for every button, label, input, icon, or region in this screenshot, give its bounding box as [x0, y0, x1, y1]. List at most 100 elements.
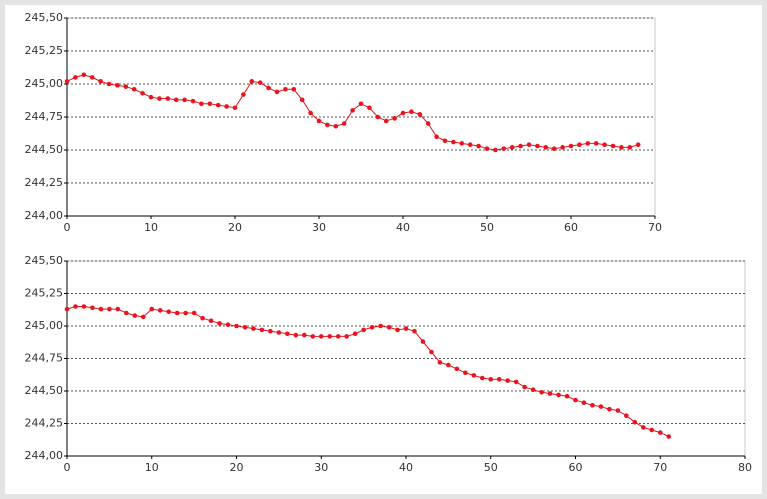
- point: [535, 143, 540, 149]
- point: [420, 339, 426, 344]
- point: [425, 121, 431, 126]
- point: [598, 404, 604, 409]
- point: [182, 97, 187, 103]
- point: [585, 141, 591, 146]
- point: [632, 419, 638, 425]
- x-tick-label: 40: [396, 221, 410, 234]
- point: [81, 72, 87, 78]
- point: [225, 322, 231, 328]
- point: [619, 145, 624, 150]
- x-tick-label: 70: [648, 221, 662, 234]
- point: [386, 325, 392, 330]
- point: [81, 304, 87, 309]
- point: [191, 310, 197, 316]
- point: [488, 377, 494, 382]
- point: [157, 96, 162, 101]
- point: [367, 105, 372, 111]
- y-tick-label: 244,00: [25, 449, 64, 462]
- point: [140, 90, 145, 96]
- point: [98, 79, 103, 84]
- point: [496, 377, 502, 382]
- point: [64, 79, 70, 84]
- point: [610, 143, 616, 149]
- point: [207, 101, 213, 107]
- point: [649, 427, 655, 433]
- point: [635, 142, 641, 148]
- point: [165, 96, 171, 101]
- point: [299, 97, 305, 103]
- x-tick-label: 50: [484, 461, 498, 474]
- point: [89, 75, 95, 80]
- point: [454, 366, 460, 372]
- x-tick-label: 0: [64, 461, 71, 474]
- point: [132, 313, 138, 318]
- point: [73, 75, 78, 80]
- point: [98, 306, 104, 312]
- point: [509, 145, 515, 150]
- point: [641, 425, 646, 430]
- point: [560, 145, 565, 150]
- point: [266, 85, 271, 91]
- point: [442, 138, 448, 144]
- point: [350, 108, 355, 113]
- y-tick-label: 244,00: [25, 209, 64, 222]
- y-tick-label: 245,00: [25, 77, 64, 90]
- point: [577, 142, 582, 148]
- point: [501, 146, 507, 151]
- point: [556, 392, 561, 398]
- point: [369, 325, 375, 330]
- point: [484, 146, 490, 151]
- point: [607, 406, 612, 412]
- point: [241, 92, 246, 97]
- point: [375, 114, 381, 120]
- point: [310, 334, 316, 339]
- point: [409, 109, 414, 115]
- point: [395, 327, 400, 333]
- point: [257, 80, 263, 85]
- point: [463, 370, 468, 376]
- point: [106, 81, 112, 87]
- point: [493, 147, 498, 153]
- point: [451, 139, 456, 145]
- point: [217, 321, 222, 326]
- y-tick-label: 245,50: [25, 254, 64, 267]
- point: [148, 94, 154, 100]
- point: [149, 306, 155, 312]
- x-tick-label: 60: [564, 221, 578, 234]
- point: [344, 334, 349, 339]
- point: [568, 143, 574, 149]
- x-tick-label: 0: [64, 221, 71, 234]
- point: [476, 143, 481, 149]
- y-tick-label: 245,25: [25, 287, 64, 300]
- point: [564, 393, 570, 399]
- point: [183, 310, 188, 316]
- point: [268, 328, 273, 334]
- point: [335, 334, 341, 339]
- point: [308, 110, 313, 116]
- point: [259, 327, 265, 333]
- point: [173, 97, 179, 103]
- point: [325, 122, 330, 128]
- point: [285, 331, 290, 337]
- point: [526, 142, 532, 148]
- y-tick-label: 244,50: [25, 384, 64, 397]
- point: [115, 83, 120, 88]
- point: [505, 378, 511, 383]
- point: [208, 318, 214, 324]
- y-tick-label: 244,50: [25, 143, 64, 156]
- x-tick-label: 10: [144, 221, 158, 234]
- point: [547, 391, 553, 396]
- point: [400, 110, 406, 116]
- point: [283, 86, 288, 92]
- y-tick-label: 245,50: [25, 11, 64, 24]
- point: [200, 315, 205, 321]
- point: [215, 102, 221, 108]
- point: [530, 387, 536, 393]
- point: [64, 306, 70, 312]
- point: [392, 116, 397, 121]
- point: [291, 86, 297, 92]
- point: [157, 308, 163, 313]
- x-tick-label: 30: [314, 461, 328, 474]
- point: [140, 314, 146, 320]
